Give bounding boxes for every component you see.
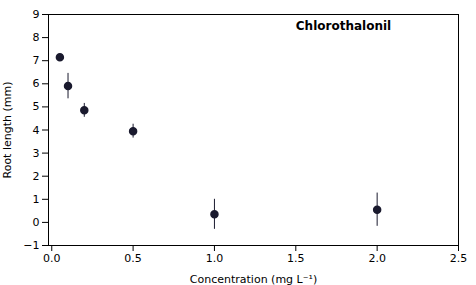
svg-text:0.0: 0.0 <box>43 252 61 265</box>
svg-text:9: 9 <box>33 8 40 21</box>
svg-text:2.5: 2.5 <box>450 252 468 265</box>
svg-text:5: 5 <box>33 100 40 113</box>
svg-text:8: 8 <box>33 31 40 44</box>
svg-text:1.5: 1.5 <box>287 252 305 265</box>
svg-text:3: 3 <box>33 147 40 160</box>
svg-text:0.5: 0.5 <box>124 252 142 265</box>
svg-text:Concentration (mg L⁻¹): Concentration (mg L⁻¹) <box>190 273 317 285</box>
svg-text:2.0: 2.0 <box>368 252 386 265</box>
svg-text:6: 6 <box>33 77 40 90</box>
svg-text:Chlorothalonil: Chlorothalonil <box>296 19 391 33</box>
svg-text:0: 0 <box>33 216 40 229</box>
svg-text:1.0: 1.0 <box>206 252 224 265</box>
svg-text:2: 2 <box>33 170 40 183</box>
svg-text:Root length (mm): Root length (mm) <box>1 82 14 179</box>
svg-text:7: 7 <box>33 54 40 67</box>
svg-text:1: 1 <box>33 193 40 206</box>
svg-text:4: 4 <box>33 124 40 137</box>
svg-text:−1: −1 <box>23 239 39 252</box>
